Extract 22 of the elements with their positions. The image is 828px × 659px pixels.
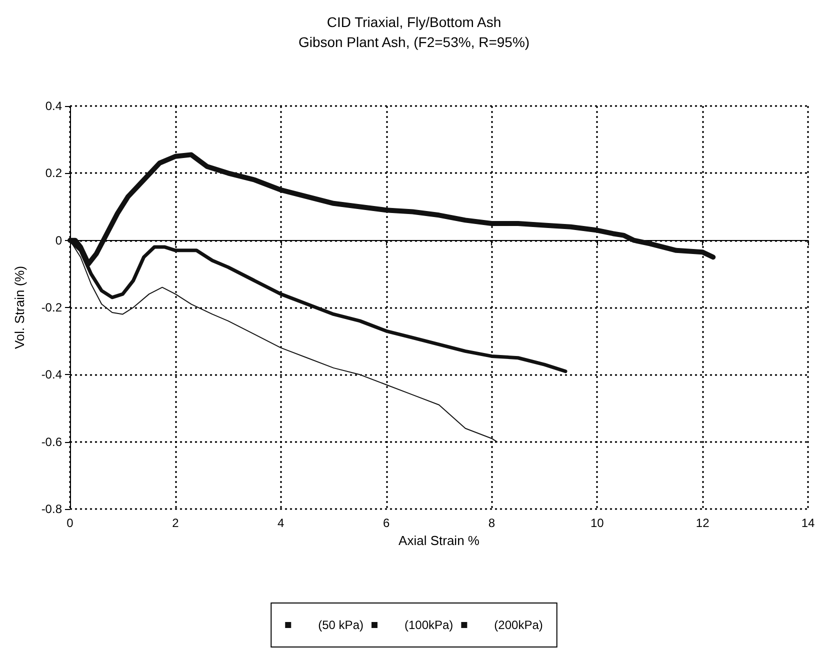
x-tick-label: 4 — [278, 516, 285, 530]
x-tick-label: 6 — [382, 516, 390, 530]
y-tick-label: -0.6 — [41, 434, 62, 449]
y-tick-label: 0 — [55, 233, 62, 248]
y-tick-label: -0.4 — [41, 368, 62, 382]
x-tick-label: 2 — [172, 516, 180, 530]
legend-label: (200kPa) — [494, 618, 543, 632]
x-tick-label: 10 — [590, 516, 604, 530]
y-tick-label: 0.2 — [45, 166, 62, 180]
y-tick-label: 0.4 — [45, 99, 62, 113]
x-axis-title: Axial Strain % — [398, 532, 480, 548]
x-tick-label: 8 — [488, 516, 496, 530]
y-tick-label: -0.2 — [41, 300, 62, 314]
y-tick-label: -0.8 — [41, 502, 62, 516]
chart-title: CID Triaxial, Fly/Bottom Ash — [326, 14, 502, 30]
x-tick-label: 0 — [66, 516, 74, 530]
x-tick-label: 14 — [801, 516, 815, 530]
legend-label: (50 kPa) — [318, 618, 364, 632]
chart-subtitle: Gibson Plant Ash, (F2=53%, R=95%) — [298, 34, 530, 50]
y-axis-title: Vol. Strain (%) — [12, 266, 27, 350]
legend-label: (100kPa) — [404, 618, 454, 632]
x-tick-label: 12 — [696, 516, 710, 530]
